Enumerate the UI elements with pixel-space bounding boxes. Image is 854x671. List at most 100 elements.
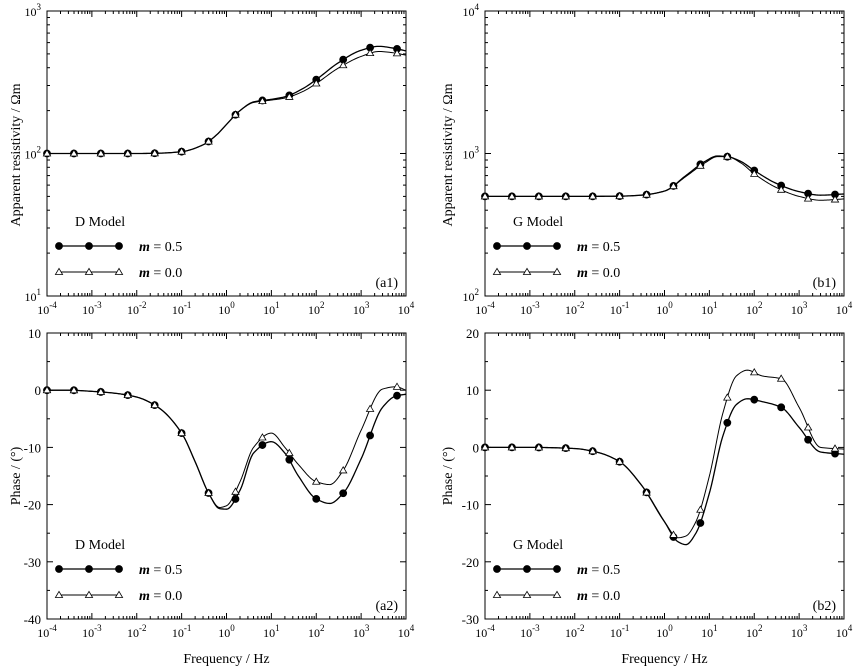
panel-label: (a2) <box>375 599 398 614</box>
data-point-m05 <box>366 431 375 440</box>
x-tick-label: 10-2 <box>127 300 147 317</box>
legend-marker-filled-circle <box>553 565 561 573</box>
model-label: D Model <box>75 215 125 230</box>
data-point-m00 <box>392 48 402 57</box>
legend-marker-filled-circle <box>115 242 123 250</box>
y-tick-label: 102 <box>25 145 42 162</box>
data-point-m00 <box>338 466 348 474</box>
legend-marker-filled-circle <box>55 565 63 573</box>
data-point-m00 <box>69 149 79 157</box>
series-line-m00 <box>47 50 407 154</box>
data-point-m05 <box>696 519 705 527</box>
data-point-m00 <box>311 79 321 87</box>
data-point-m00 <box>561 192 571 200</box>
x-tick-label: 104 <box>398 623 415 640</box>
x-tick-label: 104 <box>398 300 415 317</box>
data-point-m00 <box>696 161 705 169</box>
data-point-m00 <box>96 149 106 157</box>
data-point-m00 <box>123 390 133 399</box>
x-tick-label: 102 <box>746 300 763 317</box>
x-tick-label: 100 <box>656 623 673 640</box>
x-tick-label: 102 <box>308 300 325 317</box>
x-tick-label: 10-3 <box>520 300 540 317</box>
x-tick-label: 104 <box>836 300 853 317</box>
plot-frame <box>484 332 845 620</box>
x-tick-label: 10-4 <box>475 300 495 317</box>
y-tick-label: 0 <box>35 383 42 398</box>
y-tick-label: -10 <box>24 440 41 455</box>
x-tick-label: 101 <box>263 300 280 317</box>
series-line-m05 <box>485 398 845 546</box>
legend-marker-open-triangle <box>54 590 64 598</box>
x-tick-label: 10-4 <box>37 300 57 317</box>
panel-a1-resistivity-d-model: 10-4 10-3 10-2 10-1 100 101 102 103 104 101 102 103… <box>9 2 415 317</box>
y-axis-label: Phase / (°) <box>441 446 456 505</box>
legend-marker-open-triangle <box>552 267 562 275</box>
y-tick-label: -20 <box>462 555 479 570</box>
plot-frame <box>46 332 407 620</box>
data-point-m00 <box>258 96 267 105</box>
legend-marker-open-triangle <box>114 267 124 275</box>
series-line-m05 <box>47 45 407 155</box>
data-point-m00 <box>723 152 732 160</box>
legend-marker-open-triangle <box>522 590 532 598</box>
legend-label: m = 0.5 <box>139 563 182 578</box>
y-tick-label: 20 <box>466 326 479 341</box>
legend-marker-open-triangle <box>492 590 502 598</box>
data-point-m05 <box>285 455 294 464</box>
legend-marker-filled-circle <box>523 565 531 573</box>
legend-marker-filled-circle <box>85 565 93 573</box>
legend-marker-open-triangle <box>54 267 64 275</box>
data-point-m00 <box>69 385 79 394</box>
data-point-m00 <box>258 433 267 441</box>
legend-marker-open-triangle <box>84 590 94 598</box>
data-point-m00 <box>534 192 544 200</box>
x-tick-label: 101 <box>701 300 718 317</box>
legend-label: m = 0.0 <box>139 266 182 281</box>
y-tick-label: -20 <box>24 498 41 513</box>
data-point-m00 <box>723 393 732 401</box>
x-tick-label: 100 <box>218 623 235 640</box>
legend-label: m = 0.5 <box>577 240 620 255</box>
data-point-m00 <box>285 92 294 100</box>
data-point-m00 <box>42 149 52 157</box>
legend-marker-open-triangle <box>552 590 562 598</box>
y-axis-label: Apparent resistivity / Ωm <box>441 83 456 226</box>
data-point-m00 <box>231 487 240 495</box>
data-point-m00 <box>642 190 651 198</box>
x-tick-label: 10-2 <box>565 623 585 640</box>
legend-marker-open-triangle <box>492 267 502 275</box>
data-point-m00 <box>338 60 348 69</box>
data-point-m00 <box>150 148 159 157</box>
data-point-m00 <box>642 488 651 496</box>
data-point-m00 <box>615 191 624 200</box>
legend-marker-filled-circle <box>115 565 123 573</box>
x-tick-label: 103 <box>353 300 370 317</box>
panel-label: (b2) <box>813 599 837 614</box>
data-point-m05 <box>750 395 759 404</box>
y-tick-label: 0 <box>473 440 480 455</box>
data-point-m00 <box>311 477 321 485</box>
data-point-m00 <box>177 147 186 155</box>
y-tick-label: -30 <box>24 555 41 570</box>
data-point-m00 <box>803 194 813 202</box>
data-point-m05 <box>258 441 267 449</box>
x-tick-label: 101 <box>701 623 718 640</box>
data-point-m00 <box>204 137 213 145</box>
data-point-m00 <box>615 457 624 465</box>
data-point-m00 <box>480 192 490 200</box>
legend-marker-open-triangle <box>84 267 94 275</box>
data-point-m00 <box>150 400 159 409</box>
panel-a2-phase-d-model: 10-4 10-3 10-2 10-1 100 101 102 103 104-40-30-20… <box>9 326 415 667</box>
data-point-m05 <box>723 418 732 427</box>
legend-label: m = 0.0 <box>139 589 182 604</box>
legend-marker-open-triangle <box>114 590 124 598</box>
data-point-m00 <box>561 443 571 452</box>
panel-label: (a1) <box>375 276 398 291</box>
legend-marker-open-triangle <box>522 267 532 275</box>
y-tick-label: 101 <box>25 287 42 304</box>
y-tick-label: -10 <box>462 498 479 513</box>
data-point-m00 <box>96 387 106 395</box>
data-point-m05 <box>804 435 812 444</box>
x-tick-label: 104 <box>836 623 853 640</box>
